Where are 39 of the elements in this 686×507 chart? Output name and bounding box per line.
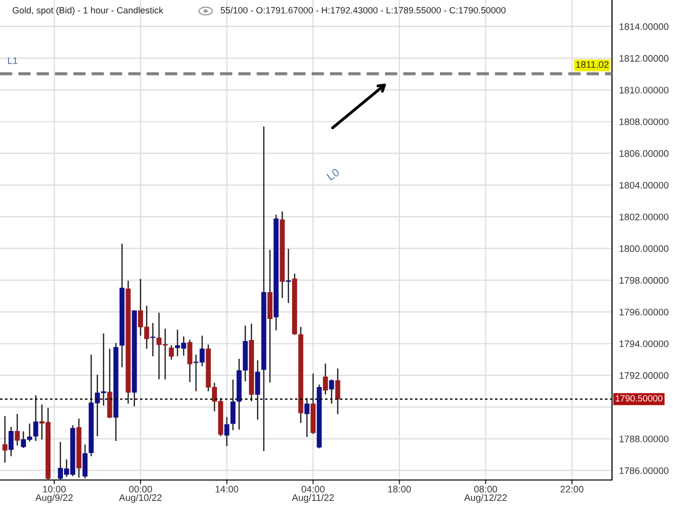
- candlestick: [187, 339, 192, 383]
- text: 55/100 - O:1791.67000 - H:1792.43000 - L:1789.55000 - C:1790.50000: [220, 6, 506, 14]
- annotation: L1: [8, 57, 18, 64]
- candlestick: [335, 368, 340, 415]
- x-tick-label: 00:00 Aug/10/22: [119, 486, 162, 503]
- text: Gold, spot (Bid) - 1 hour - Candlestick: [12, 6, 164, 16]
- candlestick: [82, 444, 88, 480]
- y-tick-label: 1812.00000: [620, 55, 668, 62]
- y-tick-label: 1786.00000: [620, 467, 668, 474]
- x-tick-label: 08:00 Aug/12/22: [464, 486, 507, 503]
- y-tick-label: 1798.00000: [620, 277, 668, 284]
- annotation: L0: [326, 168, 340, 181]
- candlestick: [255, 360, 260, 420]
- y-tick-label: 1794.00000: [620, 340, 668, 348]
- x-tick-label: 04:00 Aug/11/22: [292, 486, 334, 503]
- y-tick-label: 1796.00000: [620, 308, 668, 316]
- candlestick: [230, 379, 236, 431]
- y-tick-label: 1804.00000: [620, 182, 668, 189]
- x-tick-label: 14:00: [216, 486, 238, 492]
- ref-line-label: 1811.02: [576, 61, 608, 68]
- candlestick: [224, 416, 230, 447]
- candlestick: [286, 248, 291, 304]
- y-tick-label: 1792.00000: [620, 372, 668, 379]
- y-tick-label: 1814.00000: [620, 23, 668, 30]
- x-tick-label: 22:00: [560, 486, 584, 492]
- y-tick-label: 1806.00000: [620, 150, 668, 157]
- candlestick: [168, 344, 174, 360]
- x-tick-label: 10:00 Aug/9/22: [35, 486, 73, 503]
- ref-line-label: 1790.50000: [616, 395, 662, 402]
- candlestick: [304, 397, 310, 438]
- y-tick-label: 1808.00000: [620, 118, 668, 126]
- y-tick-label: 1810.00000: [620, 86, 668, 94]
- candlestick: [322, 362, 328, 396]
- y-tick-label: 1800.00000: [620, 245, 668, 252]
- candlestick: [329, 378, 334, 404]
- y-tick-label: 1788.00000: [620, 436, 668, 442]
- x-tick-label: 18:00: [388, 486, 411, 492]
- y-tick-label: 1802.00000: [620, 214, 668, 220]
- candlestick: [150, 322, 156, 357]
